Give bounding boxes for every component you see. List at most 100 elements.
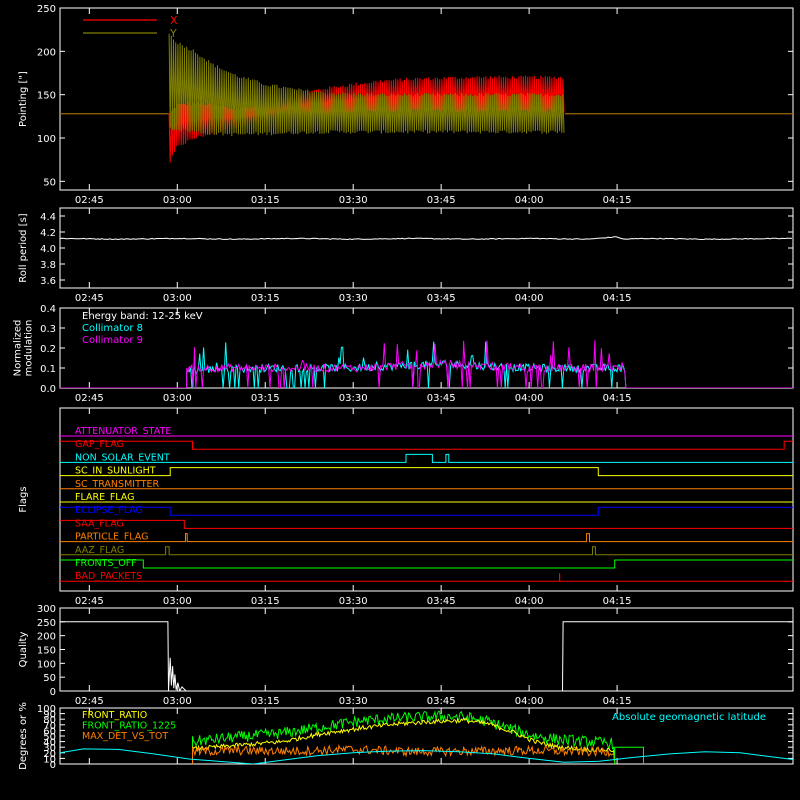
y-tick-label: 4.4 <box>40 212 56 223</box>
y-tick-label: 0.2 <box>40 344 56 355</box>
x-tick-label: 03:00 <box>163 293 192 304</box>
x-tick-label: 03:30 <box>339 696 368 707</box>
flag-non-solar-event: NON_SOLAR_EVENT <box>60 452 793 463</box>
x-tick-label: 03:15 <box>251 393 280 404</box>
x-tick-label: 04:15 <box>603 596 632 607</box>
series-oscillation <box>168 33 565 137</box>
flag-label: AAZ_FLAG <box>75 545 124 556</box>
annotation-latitude: Absolute geomagnetic latitude <box>612 712 766 723</box>
plot-area <box>60 33 793 163</box>
y-tick-label: 0 <box>50 687 56 698</box>
series-front-ratio <box>191 717 616 764</box>
y-tick-label: 100 <box>37 659 56 670</box>
flag-fronts-off: FRONTS_OFF <box>60 558 793 569</box>
y-tick-label: 4.0 <box>40 244 56 255</box>
series-geomagnetic-latitude <box>60 748 793 764</box>
legend-label: FRONT_RATIO <box>82 710 147 721</box>
y-tick-label: 30 <box>43 743 56 754</box>
x-tick-label: 04:00 <box>515 393 544 404</box>
x-tick-label: 04:00 <box>515 696 544 707</box>
y-tick-label: 0.0 <box>40 384 56 395</box>
x-tick-label: 03:45 <box>427 293 456 304</box>
flag-trace <box>60 546 793 556</box>
legend-label: X <box>170 14 178 27</box>
flag-sc-in-sunlight: SC_IN_SUNLIGHT <box>60 466 793 477</box>
flag-label: SAA_FLAG <box>75 518 124 529</box>
x-tick-label: 03:30 <box>339 596 368 607</box>
flag-label: PARTICLE_FLAG <box>75 532 148 543</box>
flag-label: FRONTS_OFF <box>75 558 137 569</box>
y-tick-label: 150 <box>37 91 56 102</box>
series-front-ratio-1225 <box>192 710 616 764</box>
x-tick-label: 03:15 <box>251 195 280 206</box>
plot-area <box>60 710 793 764</box>
flag-trace <box>60 453 793 463</box>
legend-label: Y <box>169 27 177 40</box>
flag-label: FLARE_FLAG <box>75 492 135 503</box>
x-tick-label: 03:15 <box>251 696 280 707</box>
y-axis-label: Flags <box>18 486 29 512</box>
series-front-ratio-1225-tail <box>614 746 644 764</box>
flag-trace <box>60 506 793 516</box>
flag-label: SC_TRANSMITTER <box>75 479 160 490</box>
y-tick-label: 3.6 <box>40 276 56 287</box>
plot-area <box>60 236 793 241</box>
y-tick-label: 0 <box>50 760 56 771</box>
flag-gap-flag: GAP_FLAG <box>60 439 793 450</box>
y-tick-label: 250 <box>37 4 56 15</box>
x-tick-label: 03:15 <box>251 596 280 607</box>
flag-label: BAD_PACKETS <box>75 571 142 582</box>
legend-label: Collimator 9 <box>82 335 143 346</box>
y-tick-label: 80 <box>43 715 56 726</box>
panel-quality: 0 50 100 150 200 250 300 02:45 03:00 03:15 03:30 03… <box>18 604 794 707</box>
series-Y <box>60 33 793 137</box>
y-tick-label: 150 <box>37 646 56 657</box>
flag-trace <box>60 440 793 450</box>
y-tick-label: 4.2 <box>40 228 56 239</box>
flag-particle-flag: PARTICLE_FLAG <box>60 532 793 543</box>
flag-saa-flag: SAA_FLAG <box>60 518 793 529</box>
x-tick-label: 04:00 <box>515 195 544 206</box>
series-collimator-8 <box>60 341 793 388</box>
x-tick-label: 04:15 <box>603 393 632 404</box>
energy-band-annotation: Energy band: 12-25 keV <box>82 311 203 322</box>
x-tick-label: 02:45 <box>75 596 104 607</box>
flag-label: GAP_FLAG <box>75 439 124 450</box>
y-tick-label: 100 <box>37 704 56 715</box>
flag-label: ATTENUATOR_STATE <box>75 426 171 437</box>
x-tick-label: 04:15 <box>603 696 632 707</box>
flag-trace <box>60 519 793 529</box>
panel-frame <box>59 407 794 592</box>
flag-label: NON_SOLAR_EVENT <box>75 452 170 463</box>
x-tick-label: 03:00 <box>163 195 192 206</box>
y-tick-label: 40 <box>43 738 56 749</box>
flag-trace <box>60 467 793 477</box>
flag-bad-packets: BAD_PACKETS <box>60 571 793 582</box>
y-axis-label: Roll period [s] <box>18 213 29 282</box>
x-tick-label: 02:45 <box>75 293 104 304</box>
x-tick-label: 04:15 <box>603 293 632 304</box>
flag-flare-flag: FLARE_FLAG <box>60 492 793 503</box>
flag-attenuator-state: ATTENUATOR_STATE <box>60 426 793 437</box>
x-tick-label: 03:45 <box>427 195 456 206</box>
legend-label: Collimator 8 <box>82 323 143 334</box>
x-tick-label: 03:45 <box>427 696 456 707</box>
y-tick-label: 300 <box>37 604 56 615</box>
y-axis-label: Normalized <box>13 320 24 377</box>
legend-label: FRONT_RATIO_1225 <box>82 721 176 732</box>
x-tick-label: 02:45 <box>75 696 104 707</box>
y-tick-label: 10 <box>43 754 56 765</box>
y-axis-label: Quality <box>18 632 29 668</box>
x-tick-label: 03:00 <box>163 596 192 607</box>
y-tick-label: 0.1 <box>40 364 56 375</box>
x-tick-label: 03:30 <box>339 293 368 304</box>
y-axis-label: Degrees or % <box>18 702 29 770</box>
y-tick-label: 100 <box>37 134 56 145</box>
x-tick-label: 03:15 <box>251 293 280 304</box>
y-tick-label: 0.4 <box>40 304 56 315</box>
y-axis-label: Pointing ["] <box>18 71 29 127</box>
x-tick-label: 03:30 <box>339 195 368 206</box>
panel-modulation: 0.0 0.1 0.2 0.3 0.4 02:45 03:00 03:15 03:30 03:45… <box>13 304 794 404</box>
